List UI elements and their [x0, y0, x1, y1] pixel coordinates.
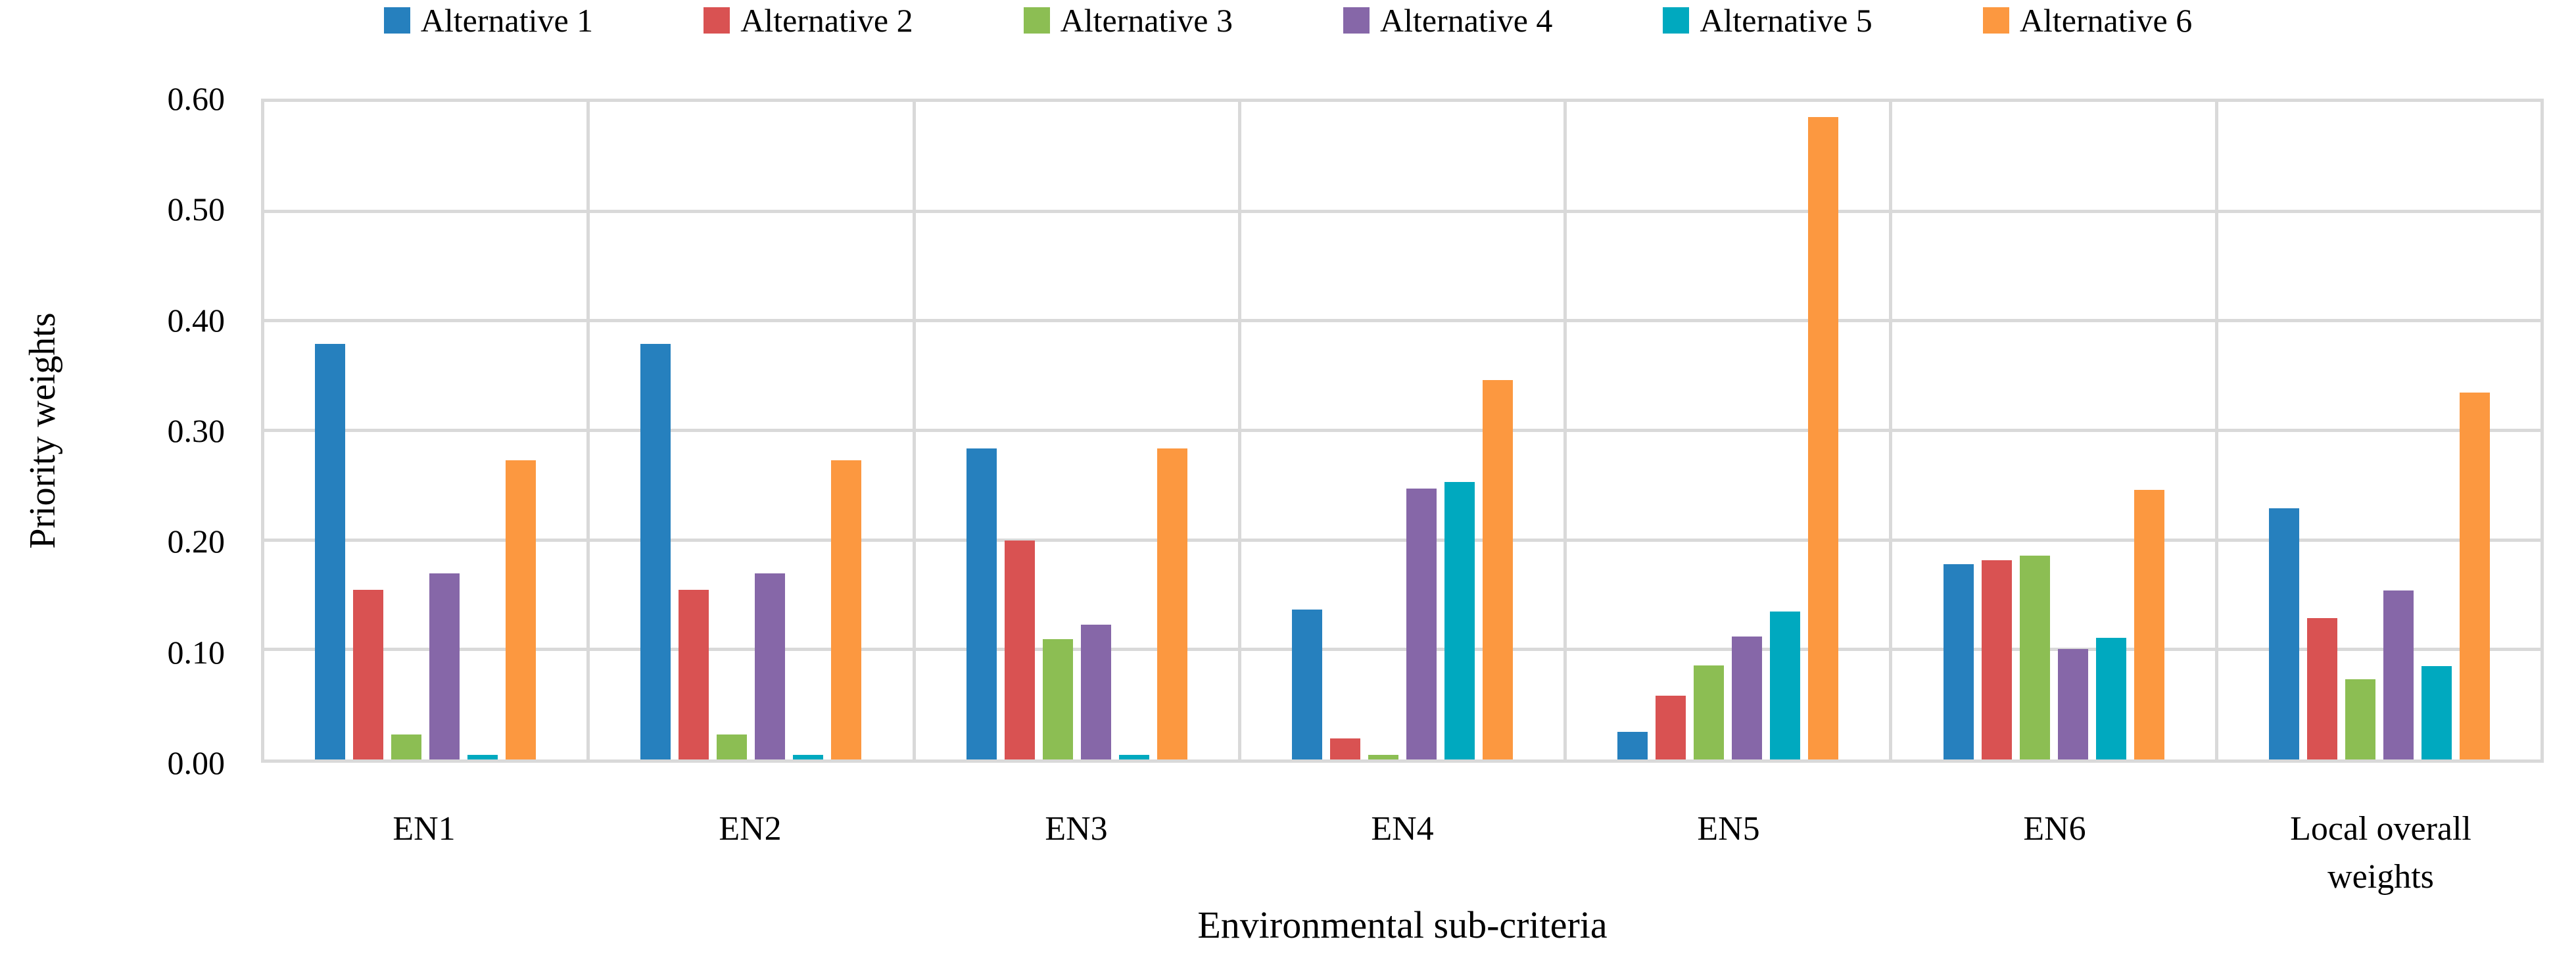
bar-alternative-6 [506, 460, 537, 759]
bar-alternative-1 [1617, 732, 1648, 759]
category-group-en3 [912, 102, 1238, 759]
legend-label: Alternative 4 [1380, 2, 1553, 39]
bar-alternative-5 [793, 755, 824, 759]
bar-alternative-1 [966, 448, 997, 759]
bar-alternative-6 [1482, 380, 1513, 759]
legend-label: Alternative 3 [1060, 2, 1233, 39]
bar-alternative-3 [1694, 665, 1725, 759]
x-tick-label: EN6 [2023, 810, 2086, 848]
legend-item-alternative-3: Alternative 3 [1023, 2, 1233, 39]
bar-alternative-3 [1368, 755, 1398, 759]
bar-alternative-4 [1080, 625, 1111, 759]
legend-swatch-icon [1343, 7, 1370, 34]
legend-swatch-icon [704, 7, 730, 34]
bar-alternative-3 [2019, 556, 2050, 759]
bar-alternative-2 [1981, 560, 2012, 759]
category-group-en4 [1237, 102, 1563, 759]
bar-alternative-3 [1042, 638, 1073, 759]
bar-alternative-6 [831, 460, 862, 759]
bar-alternative-2 [1329, 738, 1360, 759]
gridline [264, 319, 2540, 323]
bar-alternative-6 [2459, 392, 2490, 759]
legend-item-alternative-1: Alternative 1 [383, 2, 594, 39]
x-tick-label: EN2 [719, 810, 782, 848]
gridline [264, 538, 2540, 542]
category-group-en6 [1889, 102, 2214, 759]
gridline [264, 648, 2540, 652]
bar-alternative-2 [679, 589, 709, 759]
y-tick-label: 0.20 [167, 523, 226, 560]
bar-alternative-4 [2057, 648, 2088, 759]
bar-alternative-6 [1157, 448, 1187, 759]
y-tick-label: 0.30 [167, 412, 226, 449]
legend-swatch-icon [1663, 7, 1690, 34]
bar-alternative-2 [1004, 540, 1035, 759]
x-tick-label: EN1 [393, 810, 456, 848]
x-axis: EN1 EN2 EN3 EN4 EN5 EN6 Local overall weights [261, 806, 2544, 902]
legend-swatch-icon [1023, 7, 1050, 34]
bar-alternative-2 [353, 589, 384, 759]
category-group-en2 [586, 102, 912, 759]
bar-alternative-1 [1291, 609, 1322, 759]
gridline [264, 209, 2540, 213]
bar-alternative-5 [467, 755, 498, 759]
bar-alternative-2 [2306, 618, 2337, 759]
bar-alternative-1 [315, 344, 346, 759]
legend-swatch-icon [383, 7, 410, 34]
category-group-en5 [1563, 102, 1889, 759]
bar-alternative-4 [1732, 637, 1763, 759]
x-tick-label: Local overall weights [2290, 810, 2471, 896]
category-group-en1 [264, 102, 586, 759]
plot-area [261, 99, 2544, 763]
legend-item-alternative-6: Alternative 6 [1982, 2, 2193, 39]
bar-alternative-4 [2383, 590, 2414, 759]
legend-item-alternative-5: Alternative 5 [1663, 4, 1872, 37]
bar-alternative-5 [1118, 755, 1149, 759]
bar-alternative-5 [1444, 482, 1475, 759]
legend-label: Alternative 5 [1700, 2, 1872, 39]
legend-item-alternative-2: Alternative 2 [704, 4, 913, 37]
bar-alternative-4 [1406, 489, 1437, 759]
bar-alternative-4 [755, 573, 786, 759]
bar-alternative-5 [2421, 666, 2452, 759]
legend-label: Alternative 2 [740, 2, 913, 39]
category-group-local-overall [2214, 102, 2540, 759]
bar-alternative-3 [391, 734, 422, 759]
bar-alternative-2 [1656, 696, 1686, 759]
legend: Alternative 1 Alternative 2 Alternative 3 A… [0, 4, 2576, 37]
y-axis: 0.00 0.10 0.20 0.30 0.40 0.50 0.60 [0, 82, 237, 779]
bar-alternative-5 [2095, 638, 2126, 759]
bar-alternative-1 [640, 344, 671, 759]
bar-alternative-1 [2268, 508, 2299, 759]
legend-swatch-icon [1982, 7, 2009, 34]
y-tick-label: 0.40 [167, 301, 226, 339]
y-tick-label: 0.50 [167, 191, 226, 228]
x-axis-title: Environmental sub-criteria [1197, 903, 1608, 946]
gridline [264, 429, 2540, 432]
bar-alternative-5 [1770, 612, 1801, 759]
legend-label: Alternative 6 [2019, 2, 2193, 39]
y-tick-label: 0.00 [167, 744, 226, 781]
bar-alternative-3 [2345, 679, 2375, 759]
x-tick-label: EN4 [1371, 810, 1434, 848]
bar-alternative-3 [717, 734, 748, 759]
y-tick-label: 0.10 [167, 633, 226, 671]
x-tick-label: EN3 [1045, 810, 1108, 848]
bar-groups [264, 102, 2540, 759]
bar-alternative-1 [1943, 564, 1974, 759]
y-tick-label: 0.60 [167, 80, 226, 117]
bar-alternative-6 [2134, 490, 2164, 759]
bar-alternative-4 [429, 573, 460, 759]
legend-item-alternative-4: Alternative 4 [1343, 4, 1552, 37]
bar-alternative-6 [1808, 117, 1839, 759]
legend-label: Alternative 1 [420, 2, 594, 39]
x-tick-label: EN5 [1697, 810, 1760, 848]
